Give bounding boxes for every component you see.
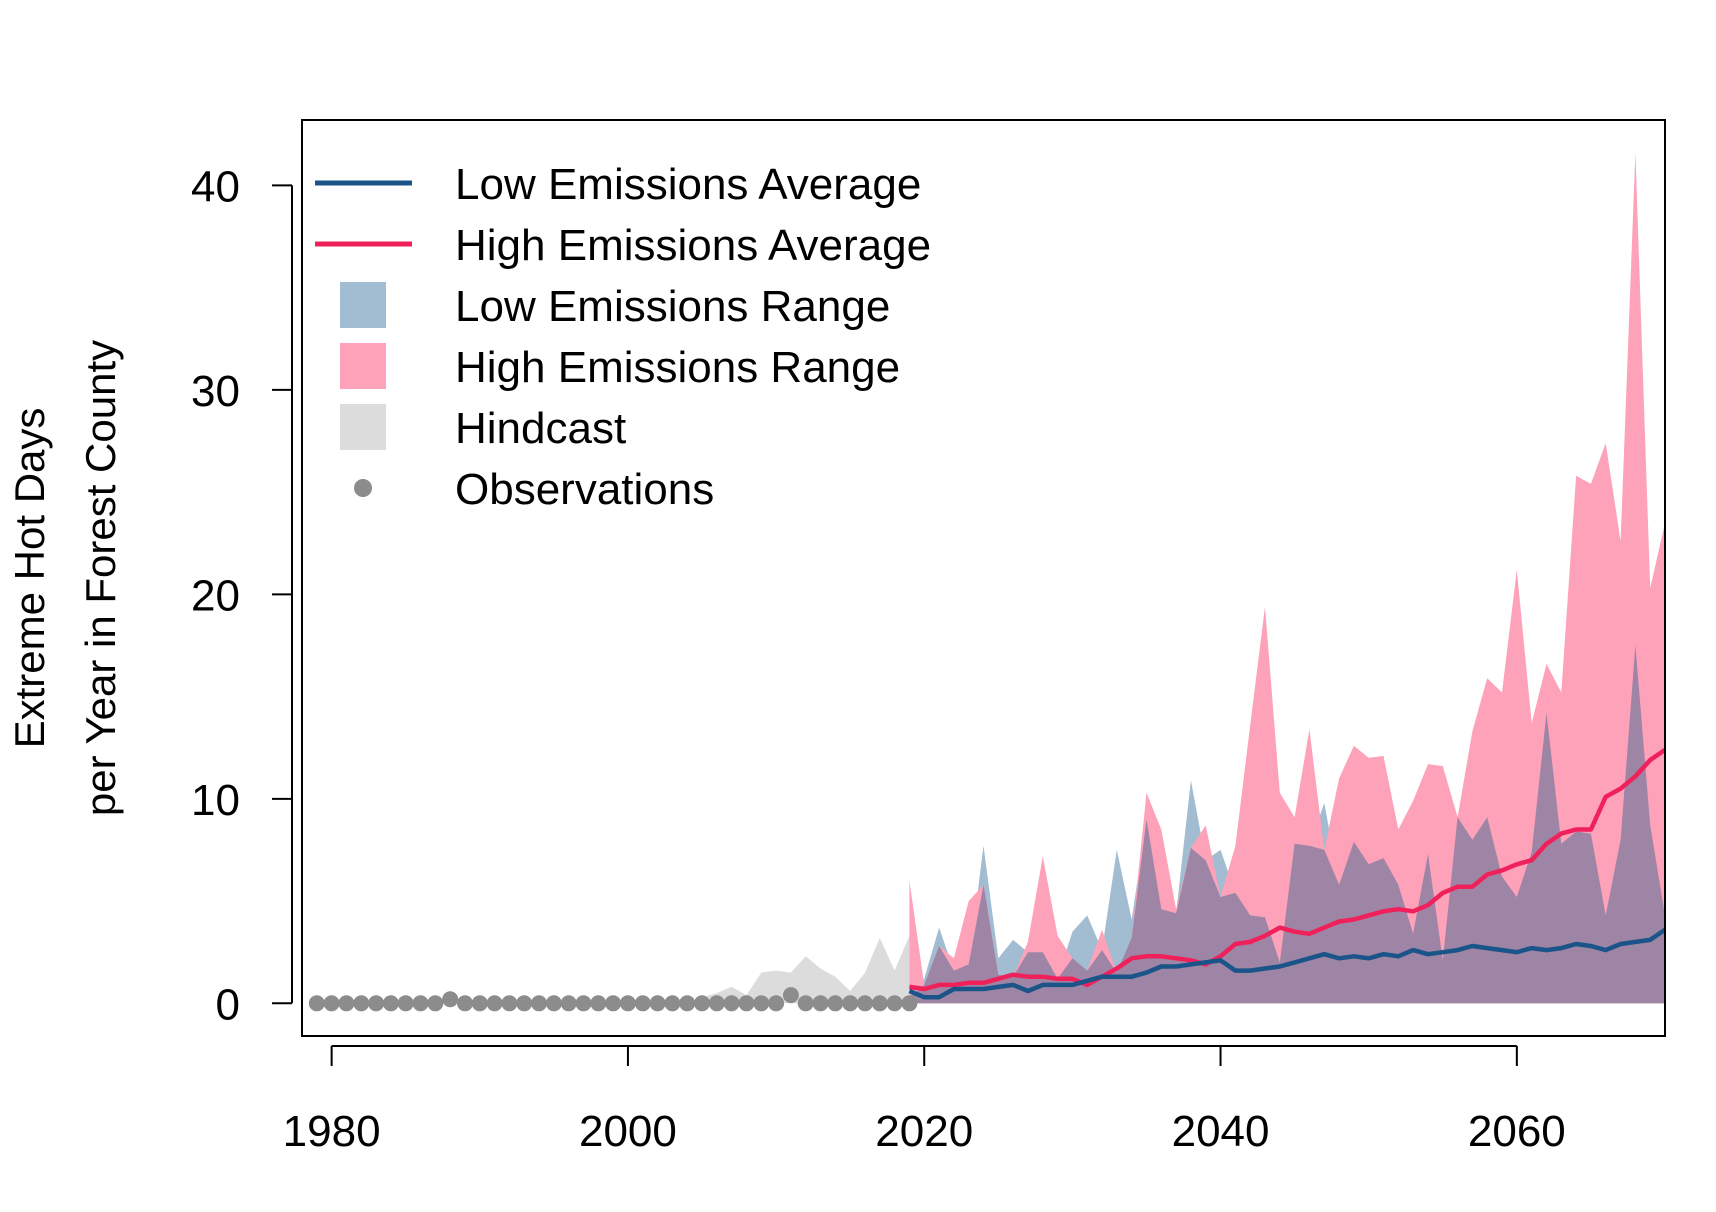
observation-point — [619, 995, 636, 1012]
legend-label: Low Emissions Average — [455, 160, 921, 209]
observation-point — [708, 995, 725, 1012]
observation-point — [827, 995, 844, 1012]
observation-point — [871, 995, 888, 1012]
observation-point — [338, 995, 355, 1012]
observation-point — [516, 995, 533, 1012]
observation-point — [605, 995, 622, 1012]
y-axis-title-line: Extreme Hot Days — [6, 408, 53, 749]
observation-point — [560, 995, 577, 1012]
observation-point — [501, 995, 518, 1012]
observation-point — [531, 995, 547, 1012]
observation-point — [797, 995, 814, 1012]
observation-point — [486, 995, 503, 1012]
high-emissions-range-area — [909, 152, 1665, 1004]
observation-point — [353, 995, 370, 1012]
observation-point — [323, 995, 340, 1012]
legend-fill-swatch — [340, 343, 386, 389]
observation-point — [649, 995, 666, 1012]
x-tick-label: 1980 — [283, 1107, 381, 1156]
observation-point — [471, 995, 488, 1012]
observation-point — [575, 995, 592, 1012]
plot-frame — [301, 119, 1666, 1037]
observation-point — [694, 995, 710, 1012]
observation-point — [664, 995, 681, 1012]
observation-point — [545, 995, 562, 1012]
observation-point — [782, 987, 799, 1004]
observation-point — [901, 995, 918, 1012]
legend-item: High Emissions Average — [315, 221, 931, 270]
observation-point — [886, 995, 903, 1012]
observation-point — [308, 995, 325, 1012]
observation-point — [812, 995, 829, 1012]
observation-point — [738, 995, 755, 1012]
observation-point — [634, 995, 651, 1012]
legend-item: High Emissions Range — [340, 343, 900, 392]
legend-point-swatch — [354, 479, 372, 497]
x-tick-label: 2040 — [1172, 1107, 1270, 1156]
observation-point — [857, 995, 873, 1012]
observation-point — [412, 995, 429, 1012]
observation-point — [382, 995, 399, 1012]
observation-point — [842, 995, 859, 1012]
observation-point — [457, 995, 473, 1012]
y-tick-label: 30 — [191, 367, 240, 416]
y-axis-title-line: per Year in Forest County — [77, 340, 124, 816]
legend-fill-swatch — [340, 282, 386, 328]
observation-point — [590, 995, 607, 1012]
low-emissions-average-line — [908, 927, 1665, 1000]
x-tick-label: 2060 — [1468, 1107, 1566, 1156]
legend-item: Low Emissions Average — [315, 160, 921, 209]
observation-point — [427, 995, 444, 1012]
y-tick-label: 40 — [191, 162, 240, 211]
observation-point — [753, 995, 770, 1012]
legend-item: Observations — [354, 465, 714, 514]
observation-point — [368, 995, 385, 1012]
legend-label: Observations — [455, 465, 714, 514]
high-emissions-average-line — [909, 747, 1665, 992]
y-tick-label: 0 — [216, 980, 240, 1029]
observation-point — [442, 991, 459, 1008]
legend-label: High Emissions Range — [455, 343, 900, 392]
y-axis-title: Extreme Hot Days per Year in Forest Count… — [6, 340, 124, 816]
hindcast-area — [702, 935, 910, 1004]
y-tick-label: 20 — [191, 571, 240, 620]
legend-label: Low Emissions Range — [455, 282, 890, 331]
observation-point — [679, 995, 696, 1012]
observation-point — [768, 995, 785, 1012]
range-overlap-area — [909, 645, 1665, 1004]
legend-item: Hindcast — [340, 404, 626, 453]
axes: 1980 2000 2020 2040 2060 0 10 20 30 40 — [191, 162, 1566, 1156]
range-areas — [702, 152, 1665, 1004]
legend: Low Emissions Average High Emissions Aver… — [315, 160, 931, 514]
y-tick-label: 10 — [191, 776, 240, 825]
x-tick-label: 2020 — [875, 1107, 973, 1156]
observation-points — [308, 987, 918, 1012]
legend-label: High Emissions Average — [455, 221, 931, 270]
legend-label: Hindcast — [455, 404, 626, 453]
observation-point — [397, 995, 414, 1012]
legend-fill-swatch — [340, 404, 386, 450]
x-tick-label: 2000 — [579, 1107, 677, 1156]
legend-item: Low Emissions Range — [340, 282, 890, 331]
average-lines — [908, 747, 1665, 1000]
observation-point — [723, 995, 740, 1012]
